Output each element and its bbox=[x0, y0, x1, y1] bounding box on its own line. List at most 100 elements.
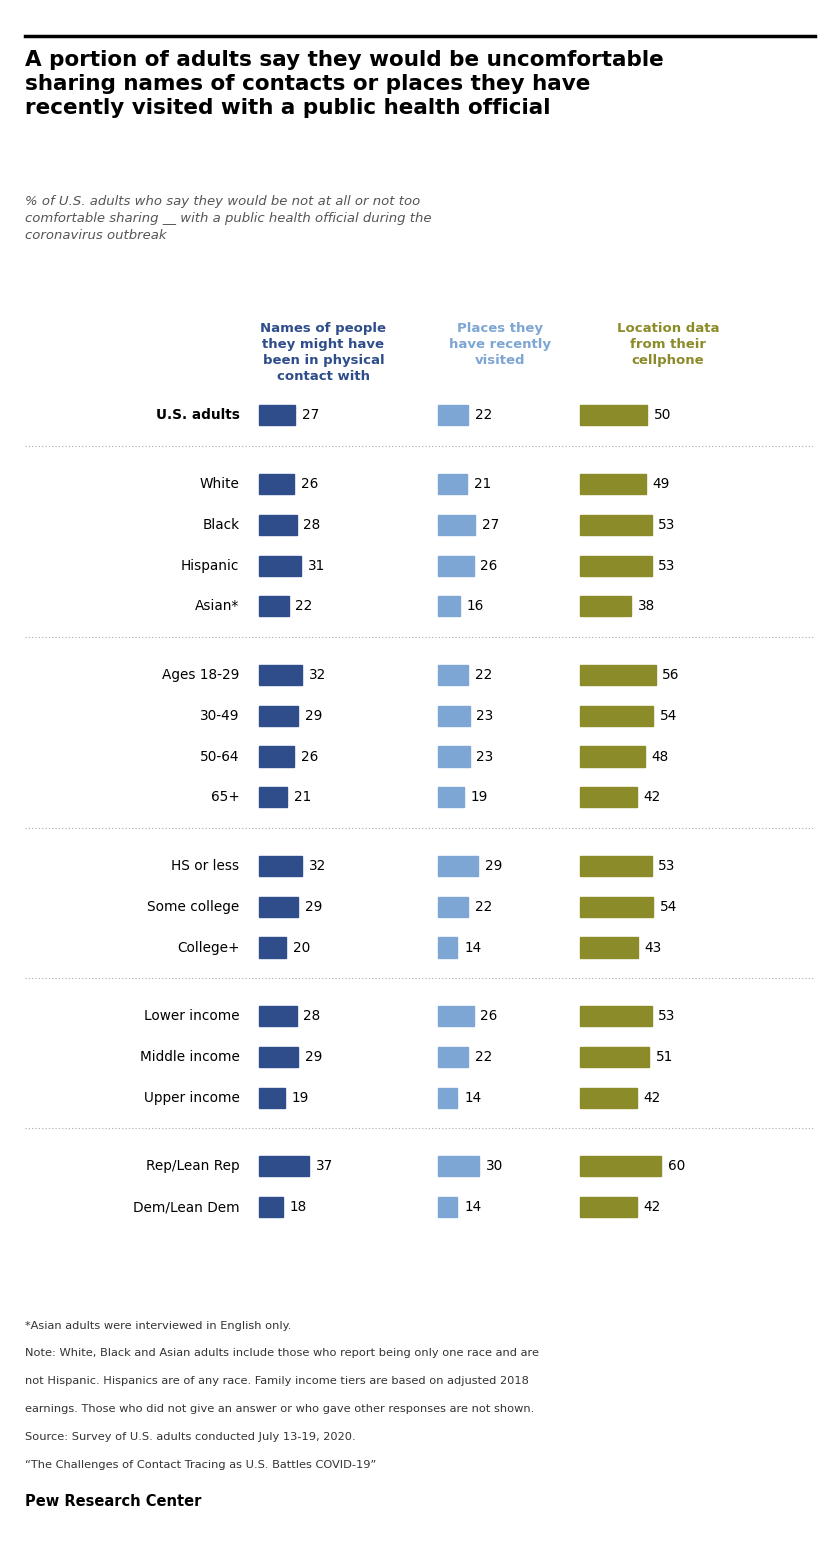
FancyBboxPatch shape bbox=[259, 1156, 309, 1176]
Text: 14: 14 bbox=[465, 1091, 481, 1105]
FancyBboxPatch shape bbox=[259, 1046, 298, 1066]
FancyBboxPatch shape bbox=[580, 938, 638, 958]
Text: 23: 23 bbox=[476, 750, 494, 764]
FancyBboxPatch shape bbox=[580, 1006, 652, 1026]
FancyBboxPatch shape bbox=[438, 1156, 479, 1176]
Text: 29: 29 bbox=[305, 899, 323, 914]
Text: Dem/Lean Dem: Dem/Lean Dem bbox=[133, 1200, 239, 1214]
Text: not Hispanic. Hispanics are of any race. Family income tiers are based on adjust: not Hispanic. Hispanics are of any race.… bbox=[25, 1376, 529, 1386]
Text: Some college: Some college bbox=[147, 899, 239, 914]
FancyBboxPatch shape bbox=[438, 747, 470, 767]
FancyBboxPatch shape bbox=[438, 856, 478, 876]
Text: Rep/Lean Rep: Rep/Lean Rep bbox=[146, 1159, 239, 1173]
FancyBboxPatch shape bbox=[438, 555, 474, 575]
FancyBboxPatch shape bbox=[438, 515, 475, 535]
FancyBboxPatch shape bbox=[580, 787, 637, 808]
Text: 54: 54 bbox=[659, 899, 677, 914]
FancyBboxPatch shape bbox=[580, 1156, 661, 1176]
Text: Black: Black bbox=[202, 518, 239, 532]
Text: 54: 54 bbox=[659, 708, 677, 722]
Text: 16: 16 bbox=[467, 600, 484, 614]
FancyBboxPatch shape bbox=[580, 747, 645, 767]
Text: 29: 29 bbox=[305, 708, 323, 722]
Text: 20: 20 bbox=[292, 941, 310, 955]
FancyBboxPatch shape bbox=[580, 856, 652, 876]
Text: 31: 31 bbox=[307, 558, 325, 572]
FancyBboxPatch shape bbox=[580, 896, 653, 916]
FancyBboxPatch shape bbox=[580, 1088, 637, 1108]
Text: Asian*: Asian* bbox=[195, 600, 239, 614]
Text: Source: Survey of U.S. adults conducted July 13-19, 2020.: Source: Survey of U.S. adults conducted … bbox=[25, 1432, 356, 1442]
Text: *Asian adults were interviewed in English only.: *Asian adults were interviewed in Englis… bbox=[25, 1321, 291, 1330]
Text: 30: 30 bbox=[486, 1159, 503, 1173]
FancyBboxPatch shape bbox=[438, 787, 465, 808]
Text: 42: 42 bbox=[643, 1091, 660, 1105]
Text: 22: 22 bbox=[296, 600, 312, 614]
FancyBboxPatch shape bbox=[438, 938, 458, 958]
Text: Location data
from their
cellphone: Location data from their cellphone bbox=[617, 322, 719, 367]
Text: 22: 22 bbox=[475, 1049, 492, 1063]
Text: 60: 60 bbox=[668, 1159, 685, 1173]
FancyBboxPatch shape bbox=[259, 474, 294, 494]
Text: “The Challenges of Contact Tracing as U.S. Battles COVID-19”: “The Challenges of Contact Tracing as U.… bbox=[25, 1460, 376, 1469]
Text: 43: 43 bbox=[644, 941, 662, 955]
Text: 56: 56 bbox=[662, 668, 680, 682]
Text: 37: 37 bbox=[316, 1159, 333, 1173]
Text: 22: 22 bbox=[475, 408, 492, 423]
Text: 49: 49 bbox=[653, 477, 670, 491]
Text: 48: 48 bbox=[652, 750, 669, 764]
Text: 51: 51 bbox=[655, 1049, 673, 1063]
FancyBboxPatch shape bbox=[438, 705, 470, 725]
Text: 65+: 65+ bbox=[211, 790, 239, 804]
Text: Lower income: Lower income bbox=[144, 1009, 239, 1023]
FancyBboxPatch shape bbox=[259, 1006, 297, 1026]
Text: 53: 53 bbox=[659, 558, 675, 572]
Text: 19: 19 bbox=[291, 1091, 308, 1105]
Text: Pew Research Center: Pew Research Center bbox=[25, 1494, 202, 1510]
FancyBboxPatch shape bbox=[438, 1088, 458, 1108]
FancyBboxPatch shape bbox=[259, 1088, 285, 1108]
FancyBboxPatch shape bbox=[438, 405, 469, 425]
FancyBboxPatch shape bbox=[580, 555, 652, 575]
FancyBboxPatch shape bbox=[438, 665, 469, 685]
FancyBboxPatch shape bbox=[259, 555, 301, 575]
FancyBboxPatch shape bbox=[580, 405, 648, 425]
FancyBboxPatch shape bbox=[259, 747, 294, 767]
FancyBboxPatch shape bbox=[259, 705, 298, 725]
FancyBboxPatch shape bbox=[259, 856, 302, 876]
Text: 21: 21 bbox=[474, 477, 491, 491]
FancyBboxPatch shape bbox=[259, 1197, 283, 1217]
FancyBboxPatch shape bbox=[580, 597, 631, 617]
Text: Hispanic: Hispanic bbox=[181, 558, 239, 572]
FancyBboxPatch shape bbox=[259, 787, 287, 808]
FancyBboxPatch shape bbox=[259, 515, 297, 535]
Text: 53: 53 bbox=[659, 859, 675, 873]
FancyBboxPatch shape bbox=[259, 896, 298, 916]
Text: 14: 14 bbox=[465, 941, 481, 955]
Text: HS or less: HS or less bbox=[171, 859, 239, 873]
Text: 42: 42 bbox=[643, 1200, 660, 1214]
FancyBboxPatch shape bbox=[580, 1046, 648, 1066]
FancyBboxPatch shape bbox=[438, 1046, 469, 1066]
Text: U.S. adults: U.S. adults bbox=[155, 408, 239, 423]
Text: 27: 27 bbox=[302, 408, 319, 423]
Text: White: White bbox=[200, 477, 239, 491]
Text: Note: White, Black and Asian adults include those who report being only one race: Note: White, Black and Asian adults incl… bbox=[25, 1348, 539, 1358]
FancyBboxPatch shape bbox=[438, 474, 467, 494]
Text: 26: 26 bbox=[480, 1009, 498, 1023]
Text: 53: 53 bbox=[659, 1009, 675, 1023]
Text: Places they
have recently
visited: Places they have recently visited bbox=[449, 322, 551, 367]
Text: 22: 22 bbox=[475, 899, 492, 914]
Text: Names of people
they might have
been in physical
contact with: Names of people they might have been in … bbox=[260, 322, 386, 383]
FancyBboxPatch shape bbox=[580, 515, 652, 535]
Text: 18: 18 bbox=[290, 1200, 307, 1214]
Text: 26: 26 bbox=[301, 750, 318, 764]
Text: 32: 32 bbox=[309, 668, 326, 682]
FancyBboxPatch shape bbox=[438, 1197, 458, 1217]
Text: 50-64: 50-64 bbox=[200, 750, 239, 764]
FancyBboxPatch shape bbox=[259, 405, 296, 425]
FancyBboxPatch shape bbox=[438, 597, 460, 617]
Text: 42: 42 bbox=[643, 790, 660, 804]
Text: Middle income: Middle income bbox=[139, 1049, 239, 1063]
FancyBboxPatch shape bbox=[580, 1197, 637, 1217]
